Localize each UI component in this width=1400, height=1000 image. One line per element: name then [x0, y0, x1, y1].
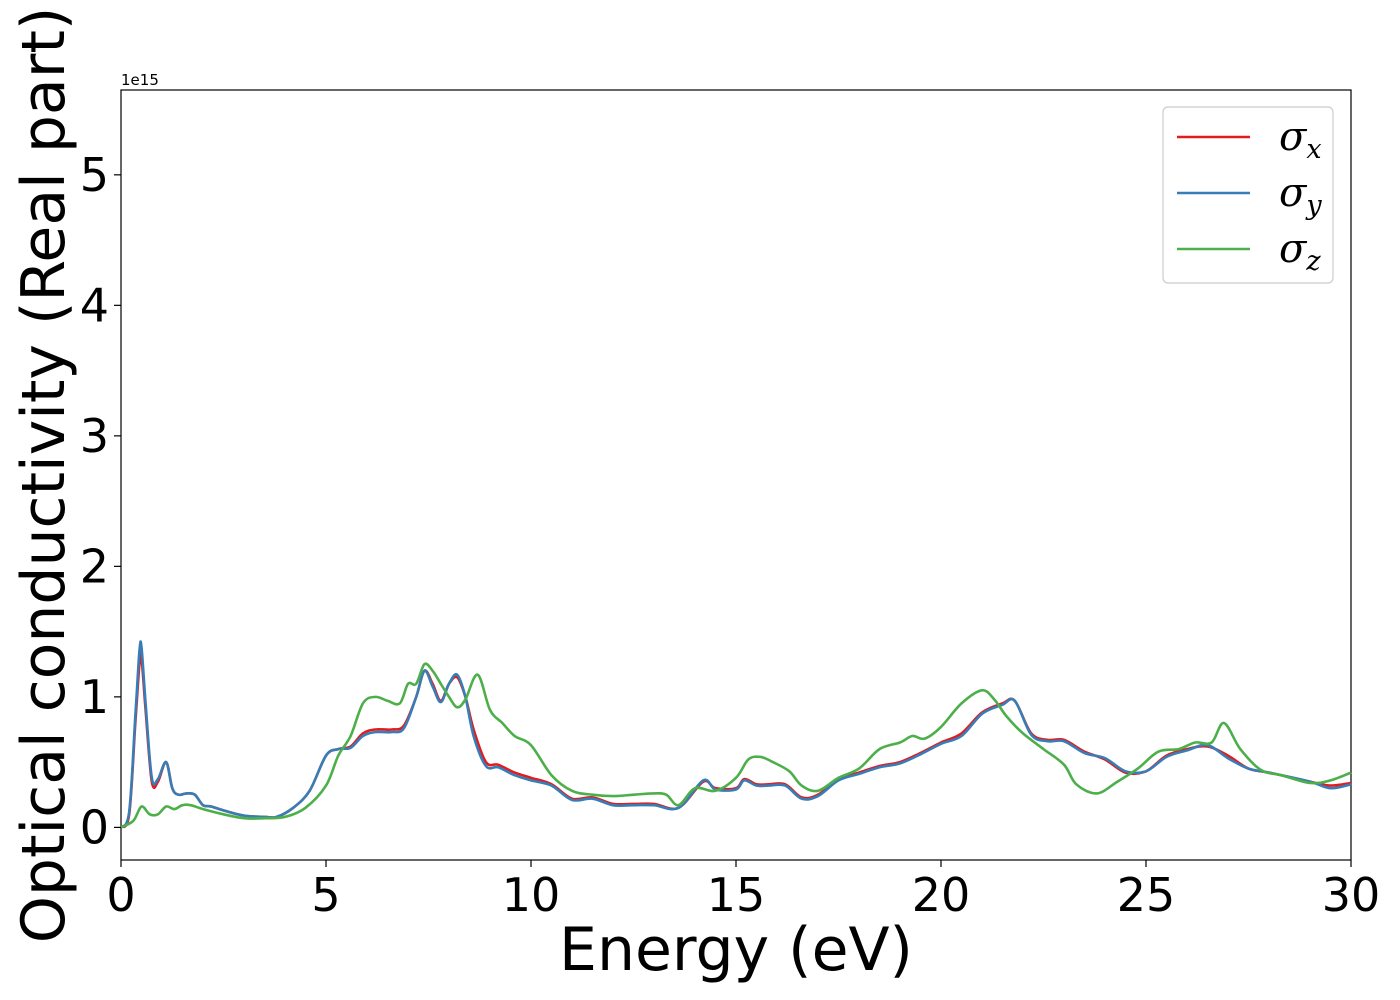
x-axis-label: Energy (eV) [559, 915, 913, 985]
legend-label-y: σy [1279, 170, 1322, 221]
y-tick-label: 3 [80, 409, 109, 463]
y-axis-label: Optical conductivity (Real part) [9, 7, 79, 944]
y-axis-multiplier: 1e15 [121, 71, 159, 89]
x-tick-label: 15 [707, 868, 766, 922]
x-tick-label: 30 [1322, 868, 1381, 922]
x-tick-label: 20 [912, 868, 971, 922]
series-lines [119, 640, 1352, 829]
y-tick-label: 1 [80, 670, 109, 724]
x-tick-label: 0 [106, 868, 135, 922]
legend-label-x: σx [1279, 114, 1322, 165]
y-tick-label: 2 [80, 539, 109, 593]
legend-label-z: σz [1279, 226, 1321, 277]
y-tick-label: 4 [80, 278, 109, 332]
x-tick-label: 5 [311, 868, 340, 922]
y-axis-ticks: 0 1 2 3 4 5 [80, 148, 121, 854]
y-tick-label: 5 [80, 148, 109, 202]
series-line-x [119, 652, 1352, 829]
legend-box [1162, 106, 1334, 284]
x-tick-label: 25 [1117, 868, 1176, 922]
series-line-z [120, 662, 1352, 829]
x-axis-ticks: 0 5 10 15 20 25 30 [106, 860, 1380, 922]
y-tick-label: 0 [80, 800, 109, 854]
x-tick-label: 10 [502, 868, 561, 922]
series-line-y [119, 640, 1352, 829]
